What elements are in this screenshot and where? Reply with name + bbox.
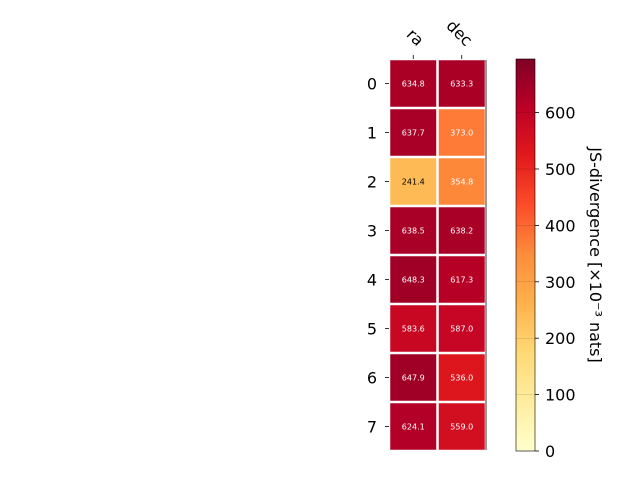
heatmap-cell: [438, 207, 485, 254]
colorbar-tick-label: 0: [545, 442, 555, 461]
cell-value-label: 241.4: [402, 178, 425, 187]
heatmap-cell: [390, 403, 437, 450]
colorbar-tick-label: 600: [545, 104, 576, 123]
row-label: 7: [367, 418, 377, 437]
colorbar: [515, 58, 536, 452]
cell-value-label: 637.7: [402, 129, 425, 138]
row-label: 2: [367, 173, 377, 192]
heatmap-cell: [390, 60, 437, 107]
heatmap-cell: [390, 354, 437, 401]
row-label: 1: [367, 124, 377, 143]
cell-value-label: 559.0: [450, 423, 473, 432]
row-label: 4: [367, 271, 377, 290]
cell-value-label: 648.3: [402, 276, 425, 285]
heatmap-cell: [390, 305, 437, 352]
colorbar-ticks: 0 100 200 300 400 500 600: [516, 104, 576, 461]
row-label: 3: [367, 222, 377, 241]
heatmap-cell: [438, 109, 485, 156]
heatmap-cell: [438, 354, 485, 401]
colorbar-tick-label: 300: [545, 273, 576, 292]
cell-value-label: 647.9: [402, 374, 425, 383]
cell-value-label: 373.0: [450, 129, 473, 138]
row-labels: 0 1 2 3 4 5 6 7: [367, 75, 389, 437]
cell-value-label: 587.0: [450, 325, 473, 334]
heatmap-cell: [438, 256, 485, 303]
cell-value-label: 638.2: [450, 227, 473, 236]
colorbar-tick-label: 500: [545, 160, 576, 179]
row-label: 5: [367, 320, 377, 339]
heatmap-cell: [438, 403, 485, 450]
heatmap-cell: [390, 158, 437, 205]
colorbar-tick-label: 200: [545, 329, 576, 348]
cell-value-label: 354.8: [450, 178, 473, 187]
heatmap-cell: [438, 158, 485, 205]
row-label: 0: [367, 75, 377, 94]
cell-value-label: 624.1: [402, 423, 425, 432]
cell-value-label: 536.0: [450, 374, 473, 383]
heatmap-cell: [438, 60, 485, 107]
heatmap-cell: [438, 305, 485, 352]
cell-value-label: 634.8: [402, 80, 425, 89]
column-label: dec: [443, 16, 477, 50]
column-labels: ra dec: [403, 16, 477, 59]
heatmap-cell: [390, 207, 437, 254]
colorbar-tick-label: 400: [545, 216, 576, 235]
heatmap-cell: [390, 109, 437, 156]
heatmap-cells: 634.8 633.3 637.7 373.0 241.4 354.8 638.5 638.2…: [390, 60, 485, 450]
colorbar-tick-label: 100: [545, 386, 576, 405]
colorbar-label: JS-divergence [×10⁻³ nats]: [586, 146, 605, 362]
row-label: 6: [367, 369, 377, 388]
cell-value-label: 617.3: [450, 276, 473, 285]
heatmap-cell: [390, 256, 437, 303]
cell-value-label: 633.3: [450, 80, 473, 89]
cell-value-label: 638.5: [402, 227, 425, 236]
column-label: ra: [403, 25, 428, 50]
colorbar-gradient: [515, 58, 536, 452]
cell-value-label: 583.6: [402, 325, 425, 334]
